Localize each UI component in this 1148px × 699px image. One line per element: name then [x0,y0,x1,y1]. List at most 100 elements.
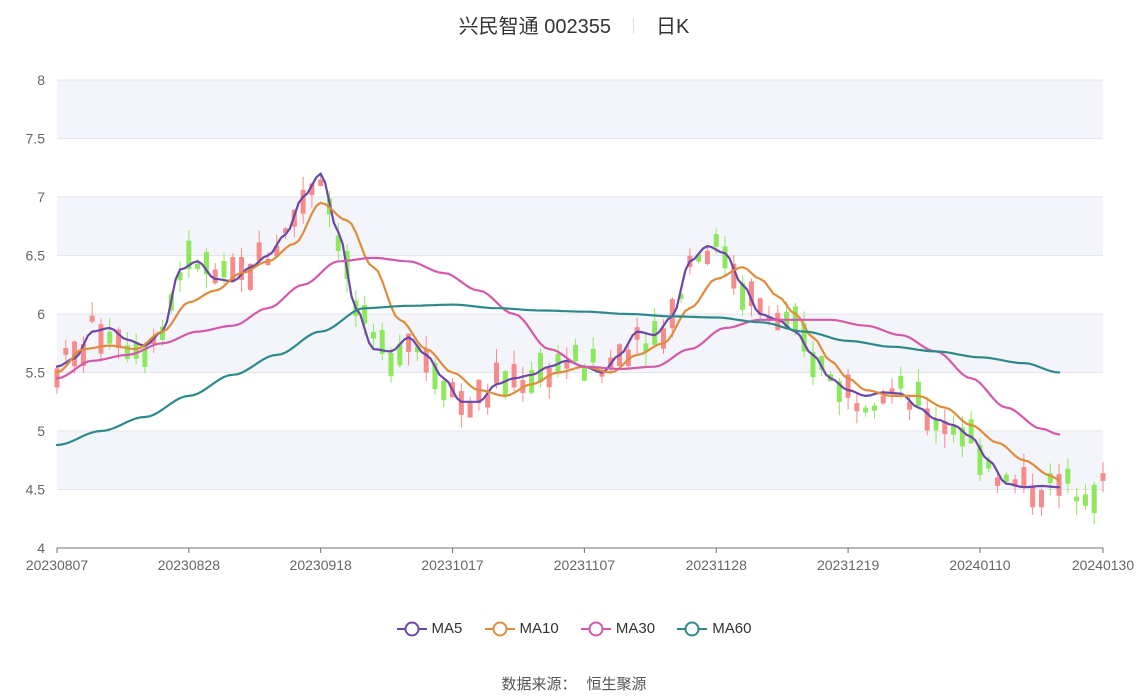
candle-body [819,356,825,370]
x-tick-label: 20231219 [817,557,880,573]
candle-body [388,352,394,377]
candle-body [432,363,438,390]
candle-body [942,421,948,435]
candle-body [370,331,376,339]
candle-body [414,346,420,353]
candle-body [581,367,587,381]
candle-body [924,408,930,431]
x-tick-label: 20230828 [158,557,221,573]
x-tick-label: 20231107 [554,557,615,573]
candle-body [704,250,710,265]
x-tick-label: 20230918 [290,557,353,573]
x-tick-label: 20230807 [26,557,89,573]
candle-body [889,388,895,394]
candle-body [362,304,368,324]
legend-ma10-label: MA10 [519,620,559,637]
grid-band [57,314,1103,373]
candle-body [63,348,69,355]
candle-body [502,371,508,397]
candle-body [801,323,807,352]
candle-body [467,402,473,418]
candle-body [1021,467,1027,488]
candle-body [300,189,306,214]
candle-body [968,419,974,444]
candle-body [766,316,772,321]
candle-body [573,344,579,362]
candle-body [959,427,965,447]
candle-body [195,263,201,270]
candle-body [898,376,904,389]
candle-body [247,263,253,290]
y-tick-label: 4 [37,540,45,556]
candle-body [511,364,517,388]
candle-body [274,245,280,257]
legend-item-ma10[interactable]: MA10 [484,620,559,637]
title-divider [632,18,634,34]
candle-body [1030,486,1036,508]
candle-body [1012,479,1018,487]
candle-body [951,424,957,435]
candle-body [722,246,728,269]
candle-body [1056,474,1062,496]
legend: MA5 MA10 MA30 MA60 [0,620,1148,637]
legend-ma5-icon [396,621,427,637]
legend-ma60-label: MA60 [712,620,752,637]
grid-band [57,197,1103,256]
candle-body [1065,468,1071,484]
candle-body [696,254,702,262]
y-tick-label: 5.5 [26,365,46,381]
candle-body [89,315,95,322]
candle-body [256,242,262,261]
series-line-ma10 [55,201,1061,482]
candle-body [740,282,746,310]
series-line-ma5 [55,172,1061,489]
candle-body [203,252,209,275]
candle-body [995,477,1001,486]
y-tick-label: 5 [37,423,45,439]
candle-body [564,360,570,369]
source-provider: 恒生聚源 [586,676,647,693]
legend-ma30-icon [580,621,611,637]
y-tick-label: 6.5 [26,248,46,264]
candle-body [283,228,289,234]
candle-body [863,407,869,413]
candle-body [239,256,245,280]
candle-body [915,381,921,407]
legend-ma10-icon [484,621,515,637]
candle-body [529,369,535,393]
candle-body [757,298,763,315]
series-line-ma60 [55,303,1061,447]
candle-body [458,391,464,415]
candle-body [731,263,737,289]
series-line-ma30 [55,256,1061,436]
period-label: 日K [655,16,690,38]
candle-body [80,344,86,366]
candle-body [643,343,649,353]
grid-band [57,80,1103,139]
candle-body [810,352,816,378]
candle-body [652,321,658,346]
y-tick-label: 8 [37,72,45,88]
candle-body [98,324,104,354]
legend-item-ma60[interactable]: MA60 [677,620,751,637]
candle-body [186,240,192,270]
y-tick-label: 7.5 [26,131,46,147]
candlestick-chart: 4 4.5 5 5.5 6 6.5 7 7.5 8 20230807 20230828 2023091… [26,72,1135,573]
candle-body [537,352,543,383]
stock-name: 兴民智通 002355 [458,16,611,38]
candle-body [124,345,130,359]
legend-item-ma5[interactable]: MA5 [396,620,462,637]
candle-body [907,401,913,410]
candle-body [1100,473,1106,481]
candle-body [159,326,165,340]
candle-body [406,333,412,352]
legend-item-ma30[interactable]: MA30 [580,620,655,637]
candle-body [845,374,851,398]
candle-body [230,257,236,283]
chart-title: 兴民智通 002355 日K [0,10,1148,39]
x-tick-label: 20240110 [949,557,1010,573]
candle-body [212,269,218,284]
candle-body [116,329,122,349]
candle-body [1047,473,1053,483]
candle-body [1038,490,1044,508]
